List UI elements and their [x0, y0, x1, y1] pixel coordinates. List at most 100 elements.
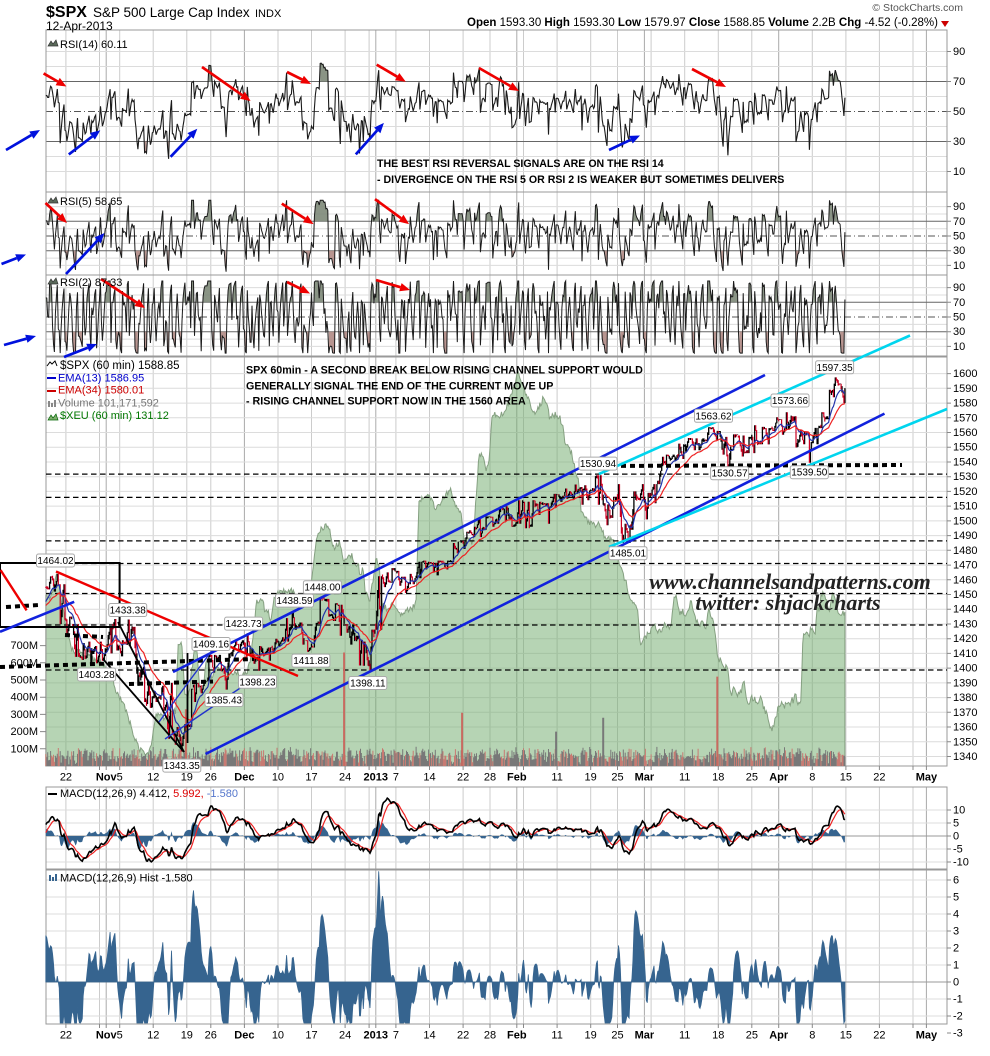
- svg-text:19: 19: [181, 772, 193, 784]
- svg-text:700M: 700M: [10, 640, 38, 652]
- svg-text:200M: 200M: [10, 726, 38, 738]
- svg-text:1420: 1420: [953, 633, 977, 645]
- svg-text:1398.23: 1398.23: [239, 677, 276, 688]
- svg-text:22: 22: [457, 772, 469, 784]
- svg-text:Nov: Nov: [96, 1030, 118, 1042]
- svg-text:1563.62: 1563.62: [695, 411, 732, 422]
- svg-text:1390: 1390: [953, 677, 977, 689]
- svg-text:MACD(12,26,9) 4.412, 5.992, -1: MACD(12,26,9) 4.412, 5.992, -1.580: [60, 788, 238, 800]
- svg-text:1343.35: 1343.35: [164, 761, 201, 772]
- svg-text:twitter: shjackcharts: twitter: shjackcharts: [695, 590, 880, 615]
- svg-text:7: 7: [393, 1030, 399, 1042]
- svg-text:$XEU (60 min) 131.12: $XEU (60 min) 131.12: [60, 410, 169, 422]
- svg-text:6: 6: [953, 875, 959, 887]
- svg-text:1448.00: 1448.00: [304, 583, 341, 594]
- svg-text:70: 70: [953, 216, 965, 228]
- svg-text:50: 50: [953, 231, 965, 243]
- svg-text:Nov: Nov: [96, 772, 118, 784]
- svg-text:-2: -2: [953, 1011, 963, 1023]
- svg-text:1340: 1340: [953, 751, 977, 763]
- svg-text:22: 22: [60, 772, 72, 784]
- svg-text:1550: 1550: [953, 442, 977, 454]
- svg-text:1539.50: 1539.50: [791, 468, 828, 479]
- svg-text:SPX 60min - A SECOND BREAK BEL: SPX 60min - A SECOND BREAK BELOW RISING …: [246, 365, 643, 377]
- svg-text:1460: 1460: [953, 574, 977, 586]
- svg-text:1430: 1430: [953, 618, 977, 630]
- svg-text:-5: -5: [953, 844, 963, 856]
- svg-text:19: 19: [585, 1030, 597, 1042]
- svg-text:Mar: Mar: [635, 772, 655, 784]
- svg-text:17: 17: [305, 1030, 317, 1042]
- svg-text:$SPX: $SPX: [46, 4, 87, 21]
- svg-text:2013: 2013: [364, 1030, 388, 1042]
- svg-text:90: 90: [953, 201, 965, 213]
- svg-text:1520: 1520: [953, 486, 977, 498]
- svg-text:10: 10: [953, 260, 965, 272]
- svg-text:22: 22: [873, 1030, 885, 1042]
- svg-text:1470: 1470: [953, 560, 977, 572]
- svg-text:30: 30: [953, 136, 965, 148]
- svg-text:17: 17: [305, 772, 317, 784]
- svg-text:90: 90: [953, 282, 965, 294]
- svg-text:22: 22: [60, 1030, 72, 1042]
- svg-text:1380: 1380: [953, 692, 977, 704]
- svg-text:5: 5: [953, 892, 959, 904]
- svg-text:70: 70: [953, 76, 965, 88]
- svg-text:1573.66: 1573.66: [772, 396, 809, 407]
- svg-text:24: 24: [339, 772, 351, 784]
- svg-text:1480: 1480: [953, 545, 977, 557]
- svg-text:1400: 1400: [953, 663, 977, 675]
- svg-text:1410: 1410: [953, 648, 977, 660]
- svg-text:50: 50: [953, 106, 965, 118]
- svg-text:500M: 500M: [10, 675, 38, 687]
- svg-text:Dec: Dec: [234, 1030, 254, 1042]
- svg-text:400M: 400M: [10, 692, 38, 704]
- svg-text:1438.59: 1438.59: [276, 596, 313, 607]
- svg-text:22: 22: [873, 772, 885, 784]
- svg-text:Feb: Feb: [507, 772, 527, 784]
- svg-text:1409.16: 1409.16: [193, 640, 230, 651]
- svg-text:INDX: INDX: [255, 8, 282, 20]
- svg-text:30: 30: [953, 245, 965, 257]
- svg-text:19: 19: [585, 772, 597, 784]
- svg-text:10: 10: [272, 1030, 284, 1042]
- svg-text:600M: 600M: [10, 657, 38, 669]
- svg-text:1570: 1570: [953, 412, 977, 424]
- svg-text:5: 5: [117, 772, 123, 784]
- svg-text:1464.02: 1464.02: [37, 556, 74, 567]
- svg-text:1360: 1360: [953, 722, 977, 734]
- svg-text:1580: 1580: [953, 398, 977, 410]
- svg-text:10: 10: [953, 166, 965, 178]
- svg-text:1530.57: 1530.57: [712, 469, 749, 480]
- svg-text:28: 28: [484, 1030, 496, 1042]
- svg-text:1411.88: 1411.88: [293, 656, 329, 667]
- svg-text:5: 5: [953, 818, 959, 830]
- svg-text:1398.11: 1398.11: [350, 679, 386, 690]
- svg-text:RSI(2) 87.33: RSI(2) 87.33: [60, 277, 122, 289]
- svg-text:-1: -1: [953, 994, 963, 1006]
- svg-text:8: 8: [809, 1030, 815, 1042]
- svg-text:11: 11: [679, 1030, 690, 1042]
- svg-text:8: 8: [809, 772, 815, 784]
- svg-text:RSI(14) 60.11: RSI(14) 60.11: [60, 39, 128, 51]
- svg-text:25: 25: [611, 772, 623, 784]
- svg-text:Dec: Dec: [234, 772, 254, 784]
- svg-text:1510: 1510: [953, 501, 977, 513]
- svg-text:GENERALLY SIGNAL THE END OF TH: GENERALLY SIGNAL THE END OF THE CURRENT …: [246, 381, 553, 393]
- svg-text:100M: 100M: [10, 743, 38, 755]
- svg-text:Apr: Apr: [769, 772, 789, 784]
- svg-text:1530.94: 1530.94: [580, 459, 617, 470]
- svg-text:RSI(5) 58.65: RSI(5) 58.65: [60, 196, 122, 208]
- svg-text:THE BEST RSI REVERSAL SIGNALS: THE BEST RSI REVERSAL SIGNALS ARE ON THE…: [377, 158, 664, 170]
- svg-text:www.channelsandpatterns.com: www.channelsandpatterns.com: [649, 569, 931, 594]
- svg-text:EMA(34) 1580.01: EMA(34) 1580.01: [58, 385, 144, 397]
- svg-text:1385.43: 1385.43: [206, 696, 243, 707]
- svg-text:18: 18: [712, 1030, 724, 1042]
- svg-text:26: 26: [205, 1030, 217, 1042]
- svg-text:1490: 1490: [953, 530, 977, 542]
- svg-text:Apr: Apr: [769, 1030, 789, 1042]
- svg-text:2013: 2013: [364, 772, 388, 784]
- svg-text:30: 30: [953, 326, 965, 338]
- svg-text:1560: 1560: [953, 427, 977, 439]
- svg-text:- DIVERGENCE ON THE RSI 5 OR R: - DIVERGENCE ON THE RSI 5 OR RSI 2 IS WE…: [377, 174, 784, 186]
